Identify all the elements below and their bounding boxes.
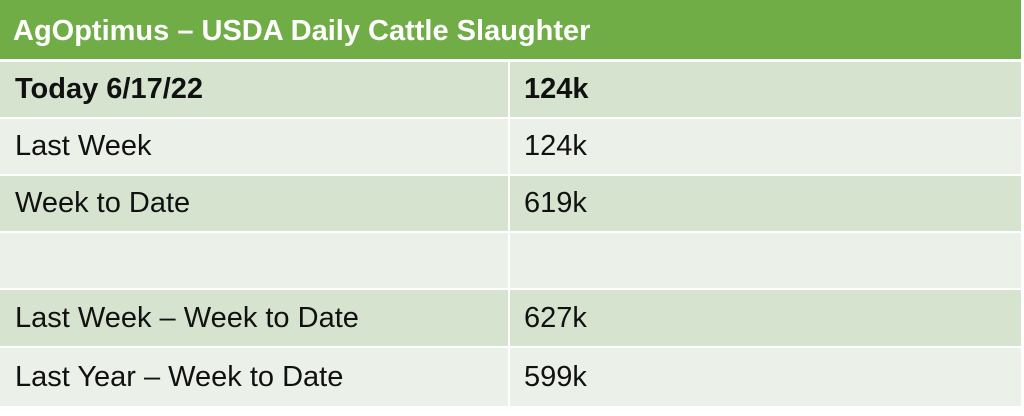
- row-value: 599k: [524, 360, 587, 393]
- table-row-last-week-wtd: Last Week – Week to Date 627k: [0, 290, 1021, 348]
- row-value: 619k: [524, 187, 587, 219]
- row-value: 124k: [524, 73, 589, 105]
- table-title: AgOptimus – USDA Daily Cattle Slaughter: [0, 0, 1021, 62]
- table-row-week-to-date: Week to Date 619k: [0, 176, 1021, 233]
- row-label: Last Week: [0, 119, 510, 174]
- row-label: Last Year – Week to Date: [0, 348, 510, 406]
- table-row-last-year-wtd: Last Year – Week to Date 599k: [0, 348, 1021, 406]
- row-value: [510, 233, 1021, 288]
- row-value: 124k: [524, 130, 587, 162]
- table-row-blank: [0, 233, 1021, 290]
- table-row-last-week: Last Week 124k: [0, 119, 1021, 176]
- table-row-today: Today 6/17/22 124k: [0, 62, 1021, 119]
- row-label: [0, 233, 510, 288]
- row-label: Week to Date: [0, 176, 510, 231]
- row-label: Today 6/17/22: [0, 62, 510, 117]
- row-value: 627k: [524, 301, 587, 334]
- row-label: Last Week – Week to Date: [0, 290, 510, 346]
- cattle-slaughter-table: AgOptimus – USDA Daily Cattle Slaughter …: [0, 0, 1021, 406]
